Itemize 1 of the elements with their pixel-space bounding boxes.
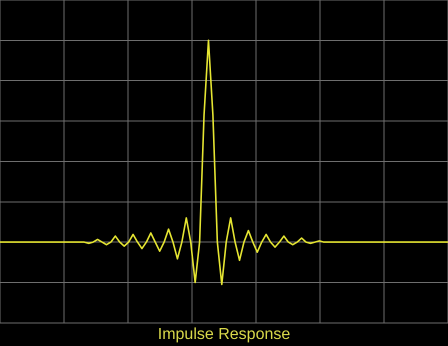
text: Impulse Response bbox=[158, 326, 290, 343]
